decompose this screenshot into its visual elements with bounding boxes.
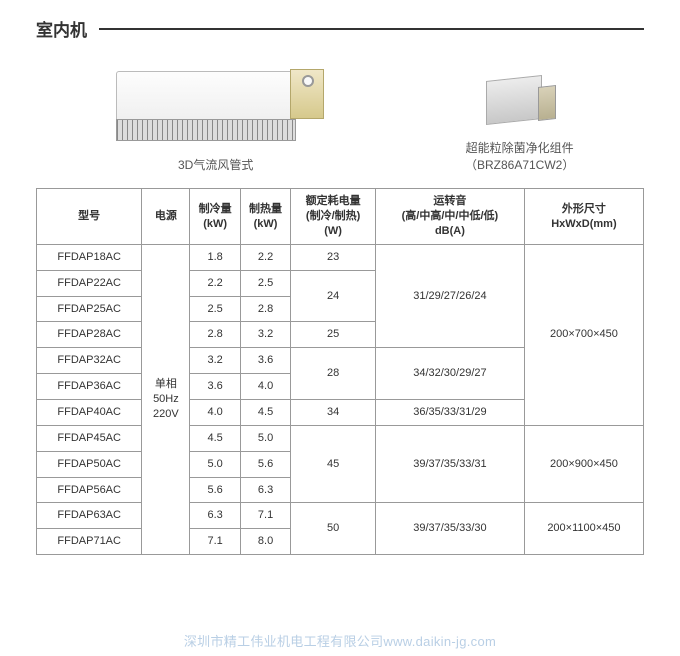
table-row: FFDAP63AC6.37.15039/37/35/33/30200×1100×… <box>37 503 644 529</box>
cell-model: FFDAP40AC <box>37 399 142 425</box>
hdr-dimension: 外形尺寸HxWxD(mm) <box>524 189 643 245</box>
cell-cool: 4.5 <box>190 425 240 451</box>
cell-noise: 31/29/27/26/24 <box>375 244 524 347</box>
cell-consumption: 28 <box>291 348 376 400</box>
hdr-noise: 运转音(高/中高/中/中低/低)dB(A) <box>375 189 524 245</box>
cell-dimension: 200×1100×450 <box>524 503 643 555</box>
cell-heat: 8.0 <box>240 529 290 555</box>
cell-heat: 2.2 <box>240 244 290 270</box>
cell-model: FFDAP18AC <box>37 244 142 270</box>
duct-unit-col: 3D气流风管式 <box>106 61 326 174</box>
hdr-power: 电源 <box>142 189 190 245</box>
cell-heat: 4.5 <box>240 399 290 425</box>
hdr-consumption: 额定耗电量(制冷/制热)(W) <box>291 189 376 245</box>
cell-heat: 4.0 <box>240 374 290 400</box>
hdr-model: 型号 <box>37 189 142 245</box>
cell-consumption: 23 <box>291 244 376 270</box>
cell-heat: 3.6 <box>240 348 290 374</box>
duct-unit-illustration <box>106 61 326 151</box>
cell-cool: 2.8 <box>190 322 240 348</box>
duct-caption: 3D气流风管式 <box>178 157 253 174</box>
section-title-row: 室内机 <box>36 16 644 41</box>
cell-power: 单相50Hz220V <box>142 244 190 554</box>
filter-caption-l1: 超能粒除菌净化组件 <box>466 141 574 155</box>
section-title: 室内机 <box>36 16 87 41</box>
product-images-row: 3D气流风管式 超能粒除菌净化组件 （BRZ86A71CW2） <box>36 61 644 174</box>
cell-model: FFDAP22AC <box>37 270 142 296</box>
table-row: FFDAP18AC单相50Hz220V1.82.22331/29/27/26/2… <box>37 244 644 270</box>
hdr-cooling: 制冷量(kW) <box>190 189 240 245</box>
cell-model: FFDAP50AC <box>37 451 142 477</box>
cell-heat: 5.0 <box>240 425 290 451</box>
cell-model: FFDAP32AC <box>37 348 142 374</box>
cell-noise: 36/35/33/31/29 <box>375 399 524 425</box>
cell-heat: 3.2 <box>240 322 290 348</box>
cell-consumption: 25 <box>291 322 376 348</box>
cell-cool: 5.6 <box>190 477 240 503</box>
table-body: FFDAP18AC单相50Hz220V1.82.22331/29/27/26/2… <box>37 244 644 554</box>
cell-consumption: 45 <box>291 425 376 503</box>
cell-noise: 34/32/30/29/27 <box>375 348 524 400</box>
cell-heat: 7.1 <box>240 503 290 529</box>
filter-unit-col: 超能粒除菌净化组件 （BRZ86A71CW2） <box>465 70 574 175</box>
cell-cool: 5.0 <box>190 451 240 477</box>
filter-caption: 超能粒除菌净化组件 （BRZ86A71CW2） <box>465 140 574 175</box>
table-row: FFDAP45AC4.55.04539/37/35/33/31200×900×4… <box>37 425 644 451</box>
title-divider <box>99 28 644 30</box>
hdr-heating: 制热量(kW) <box>240 189 290 245</box>
filter-caption-l2: （BRZ86A71CW2） <box>465 158 574 172</box>
cell-model: FFDAP36AC <box>37 374 142 400</box>
cell-heat: 5.6 <box>240 451 290 477</box>
cell-cool: 7.1 <box>190 529 240 555</box>
cell-dimension: 200×900×450 <box>524 425 643 503</box>
cell-model: FFDAP25AC <box>37 296 142 322</box>
spec-table: 型号 电源 制冷量(kW) 制热量(kW) 额定耗电量(制冷/制热)(W) 运转… <box>36 188 644 555</box>
cell-cool: 4.0 <box>190 399 240 425</box>
cell-model: FFDAP71AC <box>37 529 142 555</box>
cell-heat: 2.5 <box>240 270 290 296</box>
cell-consumption: 34 <box>291 399 376 425</box>
cell-dimension: 200×700×450 <box>524 244 643 425</box>
filter-unit-illustration <box>480 70 560 130</box>
cell-cool: 6.3 <box>190 503 240 529</box>
watermark: 深圳市精工伟业机电工程有限公司www.daikin-jg.com <box>0 631 680 650</box>
cell-noise: 39/37/35/33/31 <box>375 425 524 503</box>
cell-model: FFDAP45AC <box>37 425 142 451</box>
cell-heat: 2.8 <box>240 296 290 322</box>
cell-noise: 39/37/35/33/30 <box>375 503 524 555</box>
page-container: 室内机 3D气流风管式 超能粒除菌净化组件 （BRZ86A71CW2） <box>0 0 680 555</box>
cell-heat: 6.3 <box>240 477 290 503</box>
cell-cool: 3.2 <box>190 348 240 374</box>
cell-model: FFDAP56AC <box>37 477 142 503</box>
table-head: 型号 电源 制冷量(kW) 制热量(kW) 额定耗电量(制冷/制热)(W) 运转… <box>37 189 644 245</box>
cell-cool: 3.6 <box>190 374 240 400</box>
cell-model: FFDAP28AC <box>37 322 142 348</box>
cell-cool: 2.2 <box>190 270 240 296</box>
cell-cool: 1.8 <box>190 244 240 270</box>
cell-cool: 2.5 <box>190 296 240 322</box>
cell-model: FFDAP63AC <box>37 503 142 529</box>
cell-consumption: 50 <box>291 503 376 555</box>
cell-consumption: 24 <box>291 270 376 322</box>
